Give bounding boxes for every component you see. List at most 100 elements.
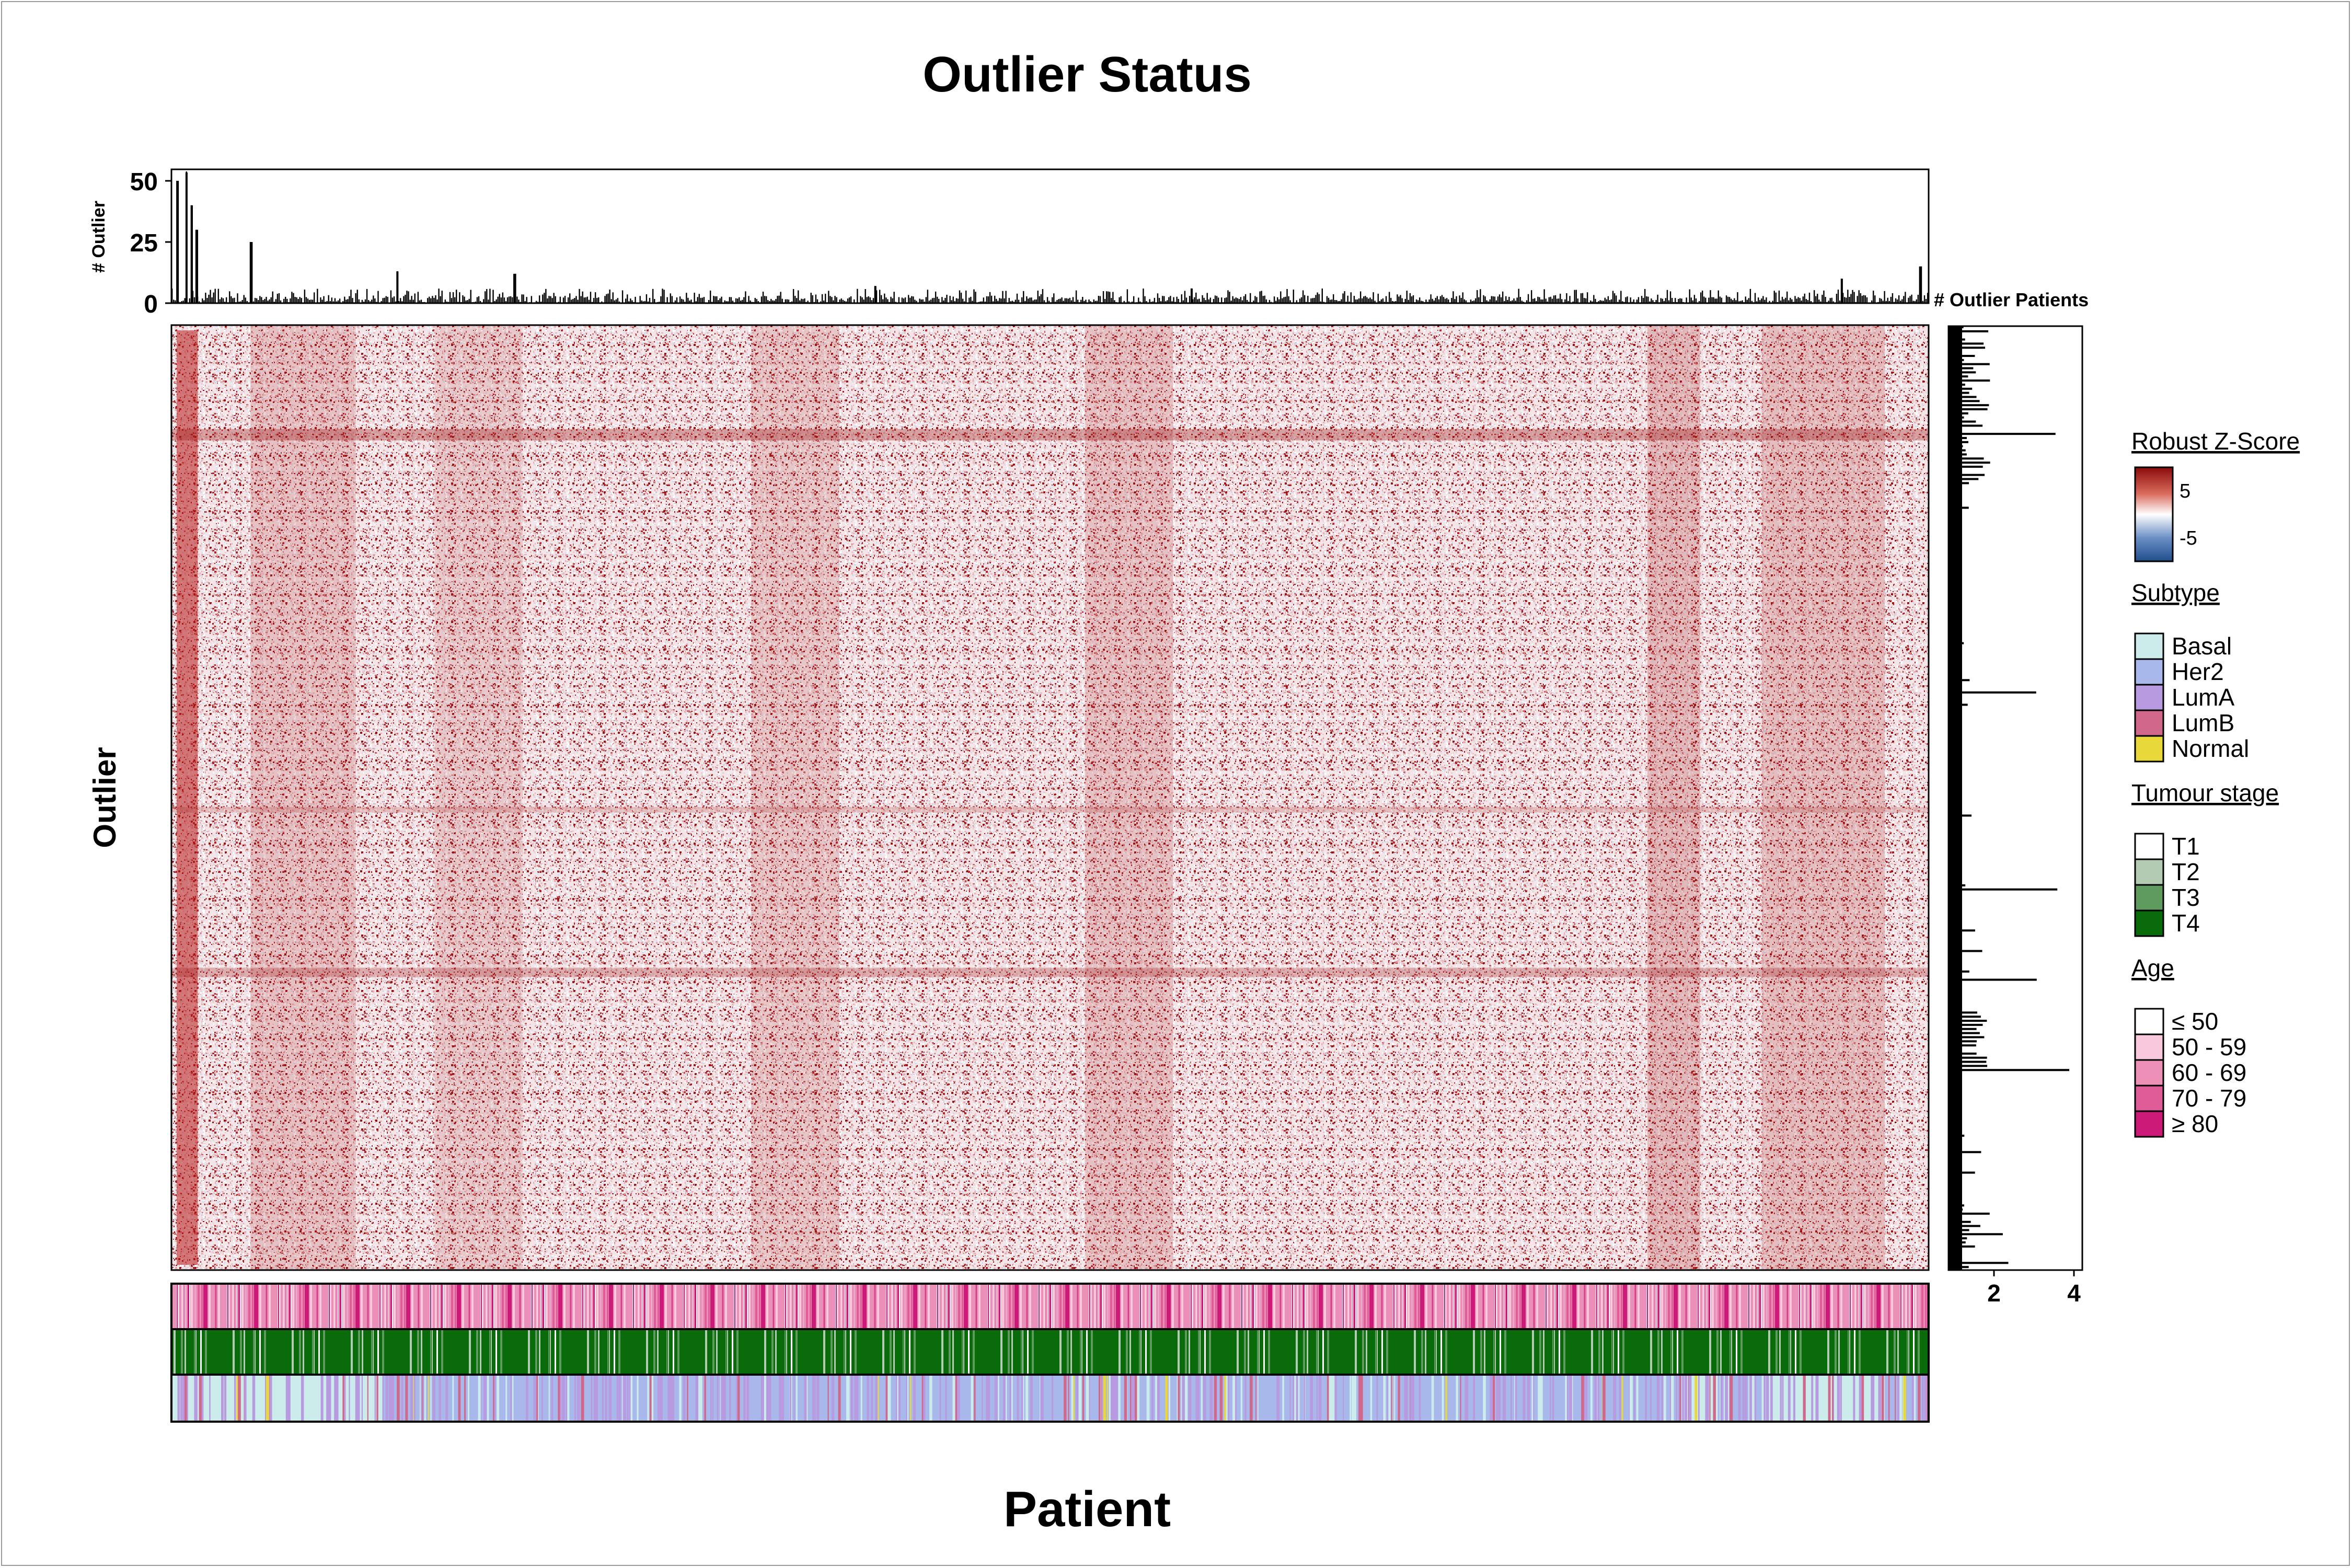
top-bar [422,302,424,303]
top-bar [1675,298,1676,303]
top-bar [1398,296,1400,303]
subtype-stripe [1419,1375,1421,1422]
top-bar [848,297,850,303]
top-bar [839,299,840,303]
top-bar [256,298,258,303]
subtype-stripe [1538,1375,1541,1422]
top-bar [334,298,336,303]
top-bar [1559,293,1561,303]
top-bar [1911,294,1912,303]
top-bar [1686,297,1687,303]
top-bar [1793,302,1794,303]
top-bar [401,301,403,303]
top-bar [1035,299,1037,303]
top-bar [1152,301,1154,303]
top-bar [1010,301,1011,303]
subtype-stripe [1098,1375,1101,1422]
subtype-stripe [1834,1375,1836,1422]
subtype-stripe [1370,1375,1373,1422]
top-bar [1551,298,1553,303]
subtype-stripe [250,1375,252,1422]
subtype-stripe [679,1375,682,1422]
top-bar [1572,301,1574,303]
top-bar [683,299,684,303]
legend-item-label: Normal [2172,735,2249,762]
top-bar [1198,298,1200,303]
top-bar [1483,295,1484,303]
subtype-stripe [305,1375,308,1422]
top-bar [1657,294,1658,303]
subtype-stripe [1002,1375,1006,1422]
top-bar [1163,296,1165,303]
top-bar [1641,296,1643,303]
top-bar [829,296,831,303]
top-bar [276,294,279,303]
subtype-stripe [1109,1375,1111,1422]
top-bar [1735,300,1737,303]
top-bar [1161,296,1163,303]
top-bar [406,291,408,303]
top-bar [1277,297,1278,303]
top-bar [1590,300,1592,303]
subtype-stripe [647,1375,649,1422]
top-bar [1738,301,1740,303]
top-bar [983,297,985,303]
top-bar [1264,295,1265,303]
top-bar [1082,297,1083,303]
top-bar [361,299,363,303]
top-bar [994,295,996,303]
x-axis-label: Patient [1004,1481,1171,1537]
top-bar [225,297,227,303]
top-bar-peak [514,273,516,303]
top-bar [479,301,481,303]
heatmap-row-blocks [171,429,1929,977]
subtype-stripe [1209,1375,1212,1422]
top-bar-peak [1190,288,1193,303]
subtype-stripe [1913,1375,1916,1422]
subtype-stripe [209,1375,211,1422]
top-bar [1628,302,1630,303]
top-bar [1032,300,1034,303]
top-bar [473,302,475,303]
top-bar [984,302,986,303]
top-bar [1459,295,1460,303]
top-bar-panel: 50 25 0 # Outlier [89,168,1930,318]
top-bar [1671,297,1673,303]
top-bar [1689,289,1690,303]
side-bar [1949,1065,1988,1067]
subtype-stripe [432,1375,435,1422]
top-bar [770,298,772,303]
subtype-stripe [1466,1375,1469,1422]
top-bar [615,299,617,303]
top-bar [786,299,788,303]
subtype-stripe [338,1375,341,1422]
top-bar [1444,298,1446,303]
subtype-stripe [939,1375,941,1422]
subtype-stripe [410,1375,413,1422]
top-bar [1569,296,1571,303]
top-bar [1419,297,1421,303]
top-bar [1623,302,1625,303]
top-bar [924,302,925,303]
subtype-stripe [1240,1375,1242,1422]
top-bar [1096,301,1098,303]
subtype-stripe [1837,1375,1840,1422]
top-bar [1039,296,1041,303]
top-bar [1061,297,1063,303]
top-bar [1609,300,1611,303]
subtype-stripe [1101,1375,1104,1422]
top-bar-peak [250,242,253,303]
top-bar [1753,302,1755,303]
top-bar [206,298,208,303]
top-bar [1102,291,1104,303]
subtype-stripe [923,1375,926,1422]
top-bar [1286,289,1288,303]
top-bar [377,291,379,303]
subtype-stripe [867,1375,869,1422]
top-bar [417,292,419,303]
heatmap-column-band [1761,325,1885,1270]
top-bar [1465,300,1467,303]
subtype-stripe [1017,1375,1019,1422]
top-bar [1749,289,1751,303]
subtype-stripe [816,1375,820,1422]
